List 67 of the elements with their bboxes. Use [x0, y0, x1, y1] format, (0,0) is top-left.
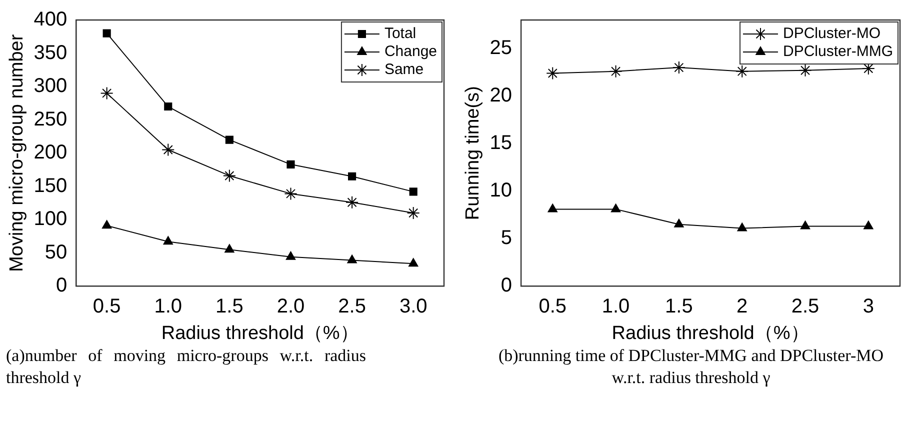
point: [286, 160, 295, 168]
point: [674, 218, 684, 228]
x-tick-label: 1.5: [665, 296, 693, 318]
y-tick-label: 25: [490, 37, 512, 60]
point: [102, 29, 111, 38]
legend-label: DPCluster-MO: [783, 25, 881, 42]
y-tick-label: 200: [34, 142, 68, 164]
point: [102, 220, 112, 229]
x-tick-label: 3.0: [399, 296, 428, 318]
legend-label: Same: [384, 61, 424, 78]
point: [798, 64, 812, 77]
point: [346, 196, 359, 209]
point: [163, 236, 173, 245]
point: [348, 172, 356, 180]
point: [224, 244, 234, 253]
legend-label: Change: [384, 43, 438, 60]
y-tick-label: 10: [490, 180, 512, 202]
point: [864, 220, 874, 230]
point: [737, 222, 747, 232]
point: [347, 254, 357, 264]
y-tick-label: 50: [44, 241, 68, 264]
x-tick-label: 1.5: [216, 296, 244, 318]
y-tick-label: 150: [34, 174, 68, 197]
point: [408, 258, 418, 267]
point: [672, 61, 686, 74]
y-tick-label: 0: [56, 274, 68, 297]
y-axis-title: Running time(s): [462, 86, 484, 220]
x-tick-label: 2.5: [791, 296, 820, 318]
x-tick-label: 0.5: [538, 296, 567, 318]
x-tick-label: 2.0: [276, 296, 305, 318]
point: [800, 220, 810, 230]
point: [162, 143, 175, 156]
y-tick-label: 0: [500, 274, 512, 297]
point: [284, 187, 298, 200]
point: [609, 64, 622, 78]
x-tick-label: 1.0: [602, 296, 630, 318]
point: [406, 206, 420, 220]
point: [736, 64, 749, 78]
point: [164, 102, 172, 111]
x-tick-label: 2: [736, 296, 748, 318]
point: [222, 169, 236, 182]
point: [548, 204, 558, 212]
legend-label: DPCluster-MMG: [783, 43, 894, 60]
point: [409, 188, 418, 196]
x-axis-title: Radius threshold（%）: [161, 322, 359, 344]
x-tick-label: 1.0: [154, 296, 182, 318]
y-tick-label: 250: [34, 108, 68, 130]
y-tick-label: 100: [34, 208, 68, 230]
text: (b)running time of DPCluster-MMG and DPCluster-MO w.r.t. radius threshold γ: [497, 345, 885, 389]
y-tick-label: 350: [34, 42, 68, 64]
y-tick-label: 300: [34, 75, 68, 98]
point: [100, 86, 114, 100]
legend-label: Total: [384, 25, 416, 42]
x-axis-title: Radius threshold（%）: [612, 322, 810, 344]
y-tick-label: 20: [490, 84, 512, 107]
point: [286, 251, 296, 260]
y-tick-label: 15: [490, 132, 512, 154]
y-tick-label: 5: [500, 227, 512, 250]
y-axis-title: Moving micro-group number: [6, 34, 28, 272]
point: [610, 204, 621, 212]
point: [225, 136, 234, 144]
text: (a)number of moving micro-groups w.r.t. radius threshold γ: [5, 345, 367, 389]
y-tick-label: 400: [34, 8, 68, 31]
x-tick-label: 3: [862, 296, 874, 318]
x-tick-label: 0.5: [92, 296, 121, 318]
x-tick-label: 2.5: [338, 296, 366, 318]
point: [546, 66, 560, 80]
